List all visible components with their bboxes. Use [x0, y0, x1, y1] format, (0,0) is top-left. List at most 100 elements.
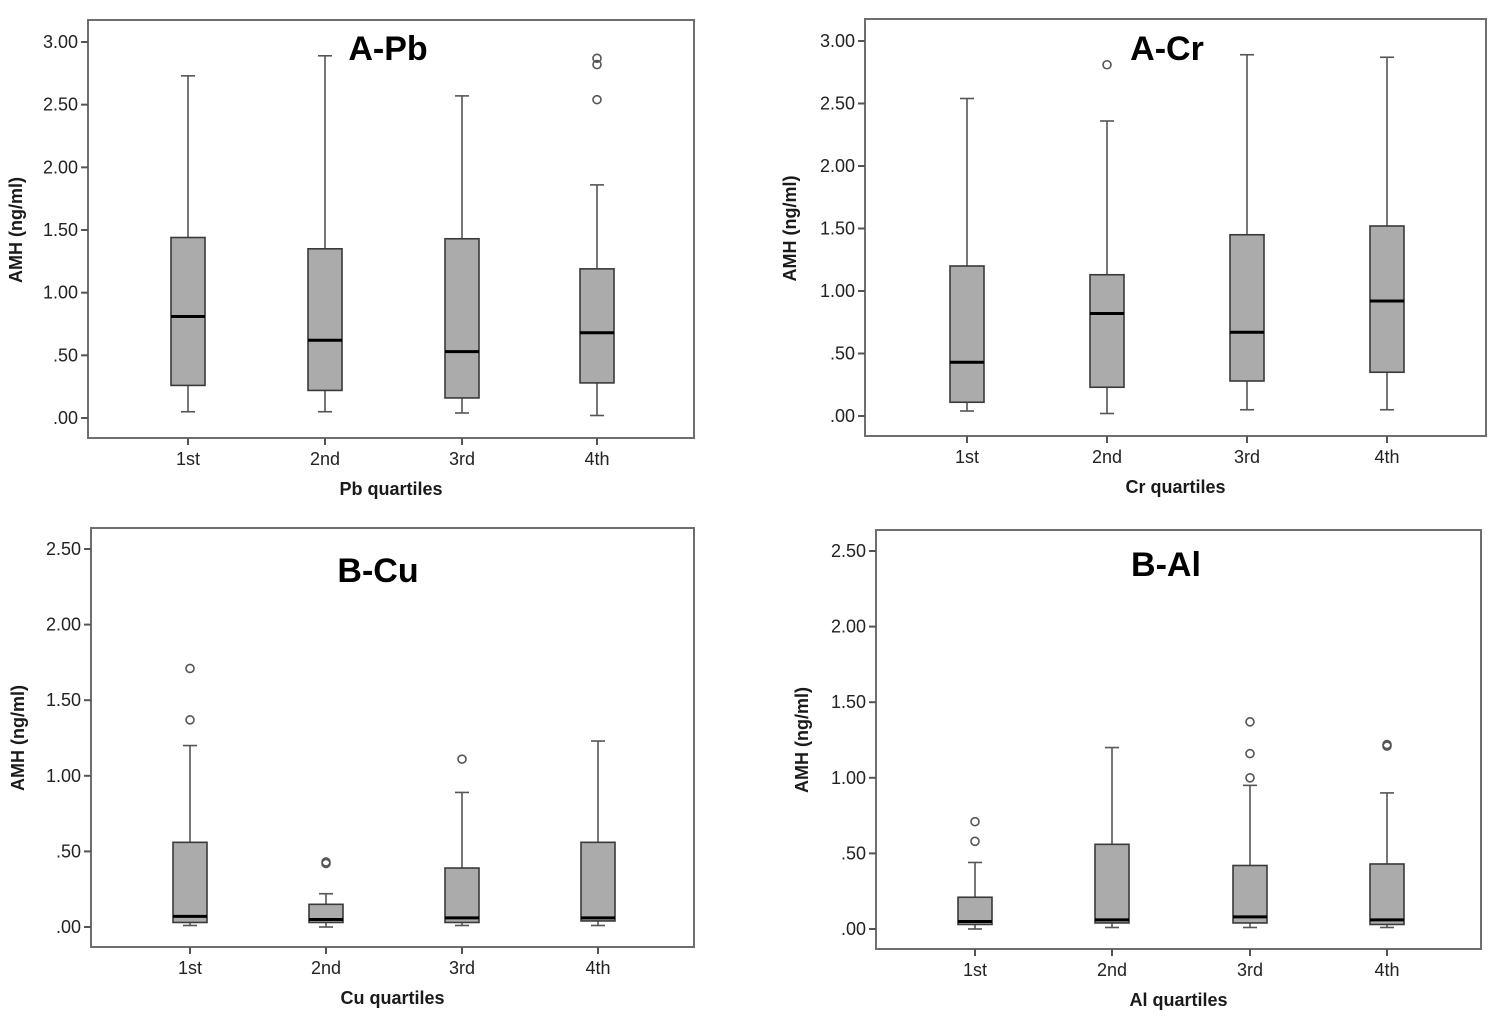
outlier-point — [1245, 772, 1255, 783]
outlier-point — [457, 754, 467, 764]
iqr-box — [1369, 863, 1405, 926]
iqr-box — [580, 841, 616, 922]
x-tick-label: 1st — [963, 960, 987, 980]
y-tick-label: 2.00 — [43, 157, 78, 177]
outlier-point — [592, 53, 602, 64]
iqr-box — [444, 867, 480, 924]
y-tick-label: 3.00 — [820, 31, 855, 51]
y-tick-label: 1.50 — [43, 220, 78, 240]
box-2nd — [1094, 746, 1130, 929]
iqr-box — [1229, 233, 1265, 382]
iqr-box — [1232, 864, 1268, 924]
x-axis-title: Cu quartiles — [340, 988, 444, 1008]
box-1st — [957, 816, 993, 930]
iqr-box — [957, 896, 993, 926]
panel-title: B-Al — [1131, 546, 1201, 584]
box-1st — [949, 97, 985, 412]
x-tick-label: 3rd — [449, 449, 475, 469]
x-tick-label: 2nd — [310, 449, 340, 469]
outlier-point — [321, 858, 331, 869]
y-tick-label: .50 — [841, 843, 866, 863]
outlier-point — [1245, 748, 1255, 759]
x-tick-label: 3rd — [449, 958, 475, 978]
iqr-box — [1094, 843, 1130, 924]
y-axis-title: AMH (ng/ml) — [8, 685, 28, 791]
y-tick-label: 1.00 — [820, 281, 855, 301]
outlier-point — [1382, 741, 1392, 751]
y-axis-title: AMH (ng/ml) — [6, 177, 26, 283]
x-tick-label: 4th — [1374, 447, 1399, 467]
y-tick-label: .50 — [56, 841, 81, 861]
y-tick-label: 1.50 — [820, 219, 855, 239]
y-tick-label: 2.50 — [43, 95, 78, 115]
outlier-point — [592, 59, 602, 70]
outlier-point — [970, 816, 980, 827]
y-tick-label: 1.50 — [831, 692, 866, 712]
y-tick-label: 2.50 — [46, 539, 81, 559]
x-tick-label: 2nd — [311, 958, 341, 978]
x-tick-label: 1st — [955, 447, 979, 467]
x-tick-label: 4th — [1374, 960, 1399, 980]
box-2nd — [307, 54, 343, 413]
x-tick-label: 1st — [176, 449, 200, 469]
iqr-box — [1369, 225, 1405, 374]
x-tick-label: 2nd — [1097, 960, 1127, 980]
box-1st — [170, 75, 206, 413]
iqr-box — [170, 236, 206, 387]
y-tick-label: 2.00 — [46, 615, 81, 635]
y-tick-label: .50 — [53, 345, 78, 365]
outlier-point — [185, 715, 195, 725]
y-tick-label: 2.00 — [831, 617, 866, 637]
x-tick-label: 2nd — [1092, 447, 1122, 467]
panel-a-pb: .00 .50 1.00 1.50 2.00 2.50 3.00 1st 2nd 3rd 4th A-… — [6, 19, 695, 499]
box-4th — [580, 740, 616, 927]
outlier-point — [592, 94, 602, 105]
outlier-point — [970, 836, 980, 847]
y-tick-label: .00 — [56, 917, 81, 937]
y-tick-label: 2.50 — [820, 94, 855, 114]
x-tick-label: 3rd — [1234, 447, 1260, 467]
y-tick-label: 2.00 — [820, 156, 855, 176]
box-3rd — [1232, 717, 1268, 929]
y-tick-label: 1.00 — [46, 766, 81, 786]
y-axis-title: AMH (ng/ml) — [792, 687, 812, 793]
panel-title: A-Cr — [1130, 30, 1204, 68]
panel-title: B-Cu — [337, 552, 418, 590]
box-3rd — [444, 754, 480, 927]
box-2nd — [308, 857, 344, 928]
x-tick-label: 1st — [178, 958, 202, 978]
y-tick-label: 3.00 — [43, 32, 78, 52]
iqr-box — [172, 841, 208, 924]
iqr-box — [579, 268, 615, 384]
panel-b-cu: .00 .50 1.00 1.50 2.00 2.50 1st 2nd 3rd 4th B-Cu Cu… — [8, 527, 695, 1008]
panel-title: A-Pb — [348, 30, 427, 68]
y-tick-label: 1.50 — [46, 690, 81, 710]
y-tick-label: 1.00 — [43, 283, 78, 303]
y-axis-title: AMH (ng/ml) — [780, 176, 800, 282]
panel-b-al: .00 .50 1.00 1.50 2.00 2.50 1st 2nd 3rd 4th B-Al Al… — [792, 529, 1482, 1010]
iqr-box — [444, 237, 480, 399]
iqr-box — [308, 903, 344, 924]
y-tick-label: 1.00 — [831, 768, 866, 788]
iqr-box — [949, 265, 985, 404]
x-tick-label: 3rd — [1237, 960, 1263, 980]
box-4th — [1369, 56, 1405, 411]
box-4th — [1369, 739, 1405, 929]
outlier-point — [185, 663, 195, 674]
y-tick-label: .00 — [53, 408, 78, 428]
x-axis-title: Al quartiles — [1129, 990, 1227, 1010]
x-tick-label: 4th — [584, 449, 609, 469]
panel-a-cr: .00 .50 1.00 1.50 2.00 2.50 3.00 1st 2nd 3rd 4th A-… — [780, 18, 1487, 497]
box-2nd — [1089, 59, 1125, 415]
iqr-box — [307, 248, 343, 392]
outlier-point — [1102, 59, 1112, 70]
box-3rd — [1229, 53, 1265, 411]
x-axis-title: Cr quartiles — [1125, 477, 1225, 497]
y-tick-label: .00 — [841, 919, 866, 939]
y-tick-label: .00 — [830, 406, 855, 426]
box-3rd — [444, 95, 480, 414]
x-tick-label: 4th — [585, 958, 610, 978]
box-4th — [579, 53, 615, 417]
y-tick-label: .50 — [830, 344, 855, 364]
